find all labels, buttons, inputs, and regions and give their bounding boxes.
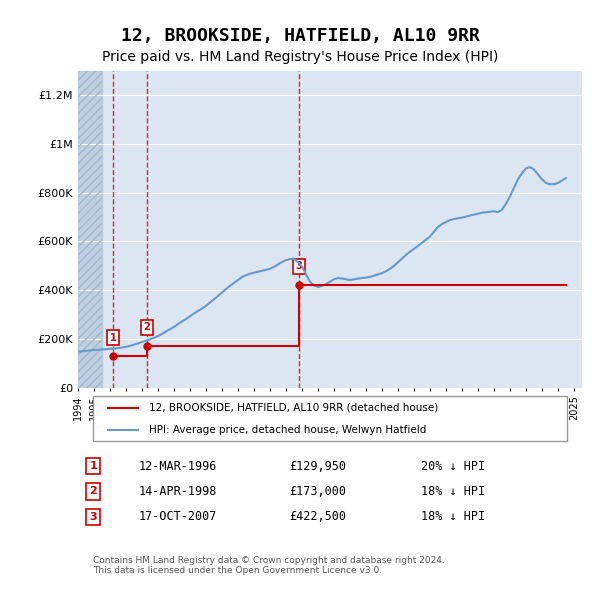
Text: 12, BROOKSIDE, HATFIELD, AL10 9RR (detached house): 12, BROOKSIDE, HATFIELD, AL10 9RR (detac… bbox=[149, 403, 438, 413]
Text: 12-MAR-1996: 12-MAR-1996 bbox=[139, 460, 217, 473]
Text: 1: 1 bbox=[89, 461, 97, 471]
FancyBboxPatch shape bbox=[93, 396, 567, 441]
Text: Price paid vs. HM Land Registry's House Price Index (HPI): Price paid vs. HM Land Registry's House … bbox=[102, 50, 498, 64]
Text: 18% ↓ HPI: 18% ↓ HPI bbox=[421, 510, 485, 523]
Text: £422,500: £422,500 bbox=[290, 510, 347, 523]
Bar bbox=[78, 71, 102, 388]
Text: HPI: Average price, detached house, Welwyn Hatfield: HPI: Average price, detached house, Welw… bbox=[149, 425, 426, 435]
Text: 18% ↓ HPI: 18% ↓ HPI bbox=[421, 485, 485, 498]
Text: £129,950: £129,950 bbox=[290, 460, 347, 473]
Text: 1: 1 bbox=[110, 333, 116, 343]
Text: 3: 3 bbox=[295, 261, 302, 271]
Text: 2: 2 bbox=[89, 487, 97, 496]
Text: 3: 3 bbox=[89, 512, 97, 522]
Bar bbox=[78, 71, 102, 388]
Text: 2: 2 bbox=[143, 322, 150, 332]
Text: 20% ↓ HPI: 20% ↓ HPI bbox=[421, 460, 485, 473]
Text: Contains HM Land Registry data © Crown copyright and database right 2024.
This d: Contains HM Land Registry data © Crown c… bbox=[93, 556, 445, 575]
Text: £173,000: £173,000 bbox=[290, 485, 347, 498]
Text: 14-APR-1998: 14-APR-1998 bbox=[139, 485, 217, 498]
Text: 12, BROOKSIDE, HATFIELD, AL10 9RR: 12, BROOKSIDE, HATFIELD, AL10 9RR bbox=[121, 27, 479, 45]
Text: 17-OCT-2007: 17-OCT-2007 bbox=[139, 510, 217, 523]
